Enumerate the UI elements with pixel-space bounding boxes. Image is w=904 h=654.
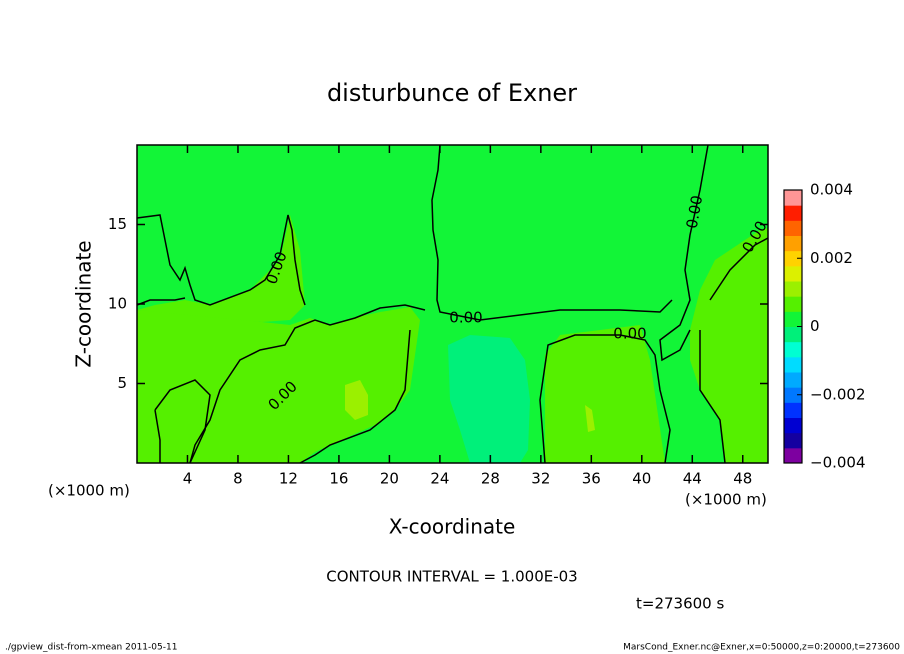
colorbar-tick-label: 0	[810, 317, 820, 335]
colorbar-swatch	[784, 432, 802, 449]
x-tick-label: 20	[380, 470, 399, 488]
annotation: CONTOUR INTERVAL = 1.000E-03	[326, 568, 577, 586]
x-tick-label: 44	[683, 470, 702, 488]
colorbar-swatch	[784, 205, 802, 221]
x-tick-label: 32	[531, 470, 550, 488]
colorbar-tick-label: 0.002	[810, 249, 853, 267]
contour-line	[659, 144, 726, 464]
x-tick-label: 4	[183, 470, 193, 488]
colorbar-swatch	[784, 326, 802, 343]
colorbar-tick-label: 0.004	[810, 181, 853, 199]
time-label: t=273600 s	[636, 595, 724, 613]
field	[137, 145, 768, 463]
colorbar-swatch	[784, 341, 802, 358]
colorbar-tick-label: −0.004	[810, 454, 866, 472]
contour-line	[154, 379, 211, 464]
footer-left: ./gpview_dist-from-xmean 2011-05-11	[5, 643, 177, 653]
colorbar-swatch	[784, 235, 802, 252]
colorbar-swatch	[784, 447, 802, 464]
colorbar-swatch	[784, 250, 802, 267]
contour-line	[136, 214, 306, 306]
region-positive	[345, 380, 368, 420]
x-tick-label: 24	[430, 470, 449, 488]
x-tick-label: 36	[582, 470, 601, 488]
chart-title: disturbunce of Exner	[327, 79, 577, 107]
contour-line	[431, 144, 673, 321]
x-tick-label: 28	[481, 470, 500, 488]
region-negative	[448, 335, 530, 463]
y-tick-label: 10	[108, 295, 127, 313]
contour-label: 0.00	[683, 194, 707, 230]
colorbar-swatch	[784, 296, 802, 312]
x-tick-label: 8	[233, 470, 243, 488]
x-axis-label: X-coordinate	[389, 515, 516, 539]
contour-line	[189, 304, 426, 464]
x-unit: (×1000 m)	[48, 482, 130, 500]
contour-line	[136, 297, 186, 306]
colorbar-tick-label: −0.002	[810, 385, 866, 403]
colorbar-swatch	[784, 190, 802, 206]
colorbar-swatch	[784, 281, 802, 297]
x-tick-label: 40	[632, 470, 651, 488]
colorbar-swatch	[784, 356, 802, 373]
region-positive	[585, 405, 595, 432]
colorbar-swatch	[784, 417, 802, 434]
colorbar-swatch	[784, 265, 802, 282]
colorbar-swatch	[784, 402, 802, 418]
colorbar-swatch	[784, 311, 802, 327]
y-tick-label: 5	[117, 374, 127, 392]
contour-line	[539, 334, 671, 464]
colorbar-swatch	[784, 220, 802, 236]
contour-line	[299, 329, 411, 464]
footer-right: MarsCond_Exner.nc@Exner,x=0:50000,z=0:20…	[623, 643, 900, 653]
y-axis-label: Z-coordinate	[72, 240, 96, 367]
contour-line	[709, 237, 769, 301]
x-tick-label: 12	[279, 470, 298, 488]
region-positive	[545, 325, 665, 463]
x-tick-label: 48	[733, 470, 752, 488]
contour-lines	[136, 144, 769, 464]
y-unit: (×1000 m)	[685, 491, 767, 509]
colorbar-swatch	[784, 387, 802, 403]
colorbar-swatch	[784, 372, 802, 388]
contour-label: 0.00	[449, 309, 482, 327]
region-positive	[137, 215, 305, 322]
y-tick-label: 15	[108, 215, 127, 233]
x-tick-label: 16	[329, 470, 348, 488]
contour-label: 0.00	[613, 325, 646, 343]
